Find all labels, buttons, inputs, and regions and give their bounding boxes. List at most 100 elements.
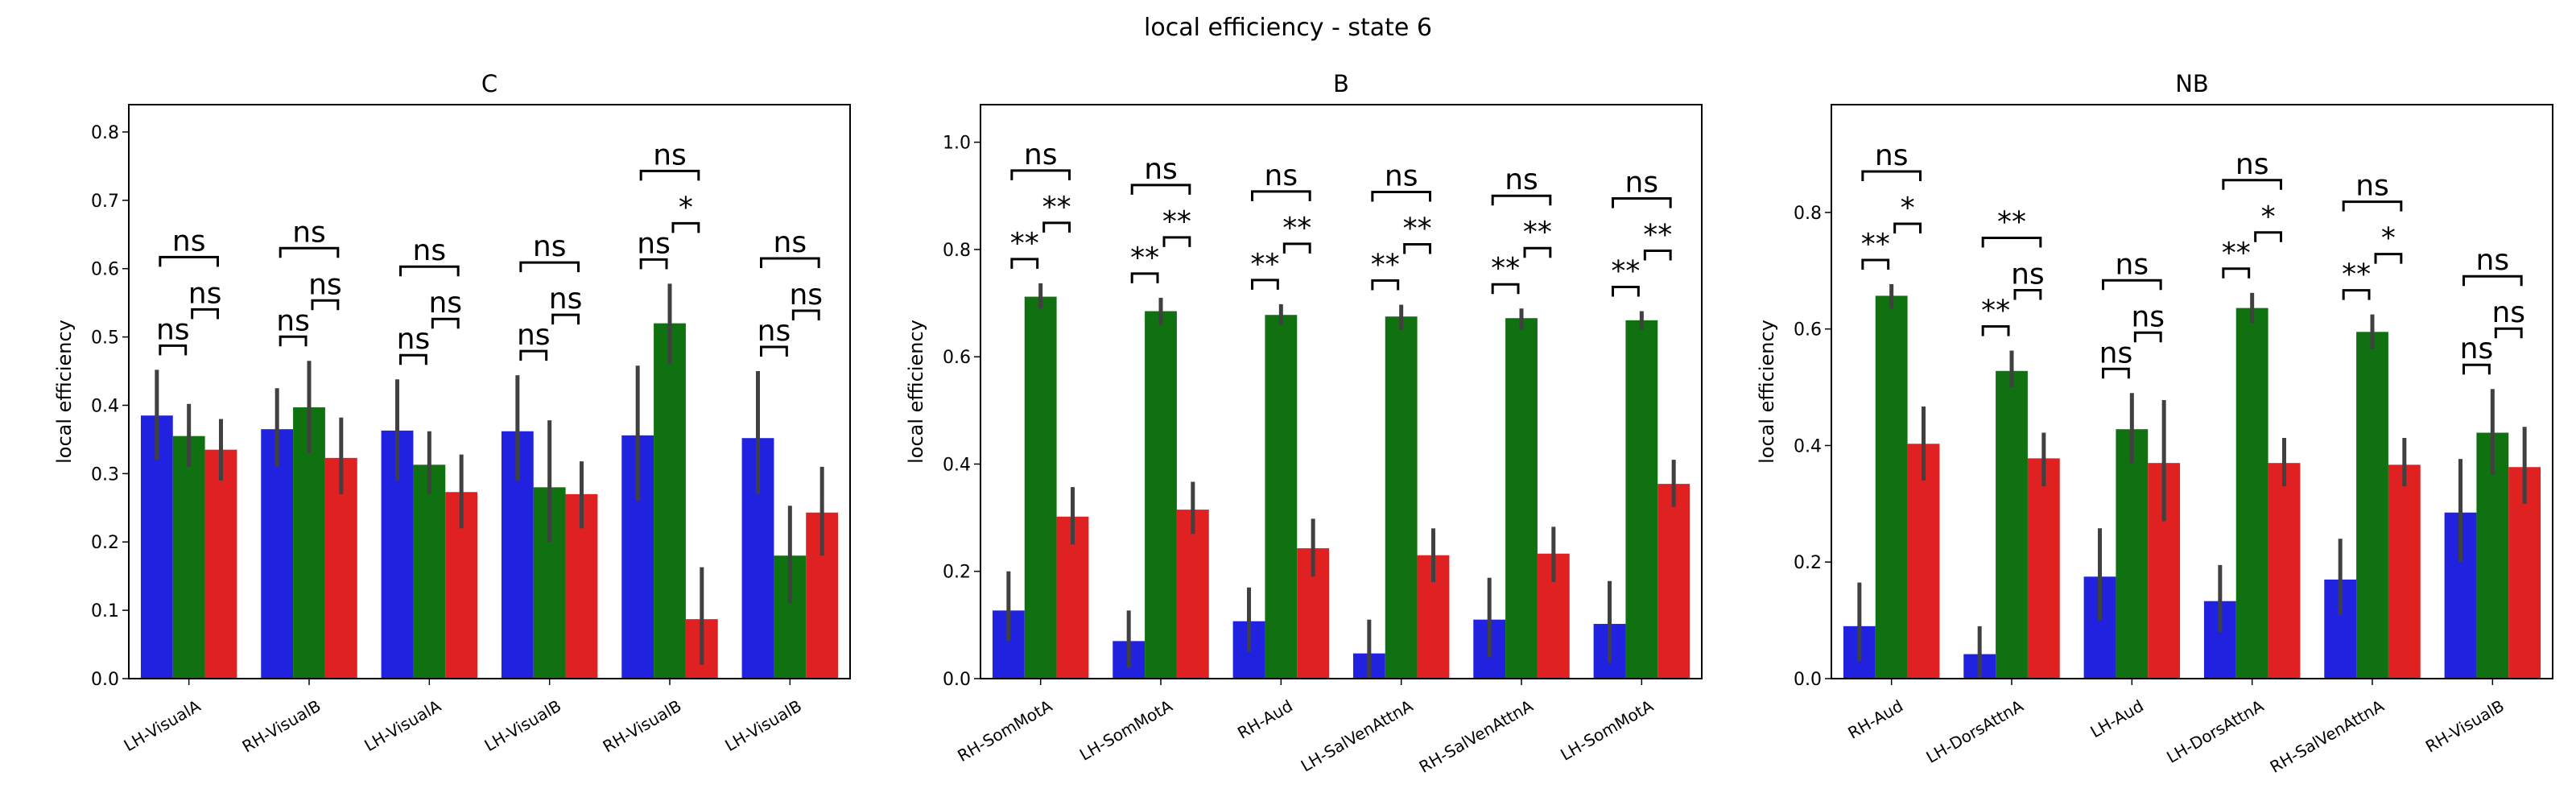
y-tick-label: 0.8 [1794,204,1822,224]
x-tick-label: LH-VisualB [481,696,565,756]
significance-label: ns [413,234,447,267]
significance-label: ** [1997,205,2026,238]
y-tick-label: 0.0 [1794,670,1822,690]
bar [1875,295,1908,679]
significance-bracket [2102,367,2130,379]
x-tick-label: RH-VisualB [2422,696,2508,757]
significance-label: ns [2116,248,2149,281]
significance-bracket [1643,250,1672,261]
significance-label: ** [1981,294,2010,327]
bar [1657,484,1690,679]
y-tick-label: 0.5 [91,328,119,349]
x-tick-label: RH-VisualB [239,696,324,757]
x-tick-label: LH-VisualA [361,696,444,755]
significance-bracket [159,344,188,356]
significance-label: ns [1144,153,1178,186]
significance-bracket [2133,331,2162,343]
significance-label: ns [2460,332,2494,365]
significance-label: ns [1625,167,1659,200]
significance-bracket [639,169,700,181]
bar [324,457,357,679]
significance-bracket [311,299,340,311]
chart-title: NB [2175,70,2209,97]
significance-bracket [1981,236,2042,248]
significance-bracket [1282,242,1311,254]
y-tick-label: 0.8 [91,123,119,143]
significance-label: ns [1385,160,1418,193]
x-tick-label: LH-DorsAttnA [2163,696,2267,766]
significance-bracket [1042,221,1071,233]
significance-label: ns [1265,159,1298,192]
chart-panel-3: NB local efficiency 0.0 0.2 0.4 0.6 0.8 RH-Aud L… [1756,70,2553,777]
bar [1024,296,1057,679]
axes-frame [128,104,851,679]
significance-label: ns [188,277,222,310]
axes-frame [1831,104,2553,679]
significance-bracket [1010,258,1039,269]
significance-label: ns [2355,170,2389,203]
bar [1505,318,1538,679]
significance-label: * [2381,222,2396,255]
x-tick-label: LH-Aud [2087,696,2146,742]
bar [172,436,205,679]
significance-label: ** [1523,216,1552,249]
significance-bracket [519,349,548,361]
significance-bracket [1130,272,1159,283]
significance-label: ** [1611,255,1640,288]
significance-bracket [2342,200,2403,212]
significance-label: ** [2342,258,2371,291]
significance-label: ns [2011,258,2045,291]
significance-bracket [639,258,668,270]
bar [1265,315,1298,679]
significance-label: ns [1505,163,1538,196]
y-tick-label: 0.2 [1794,553,1822,573]
significance-label: ns [758,315,791,348]
significance-label: ns [397,323,431,356]
significance-bracket [791,309,820,321]
significance-label: ns [156,313,190,346]
y-tick-label: 0.3 [91,464,119,485]
significance-bracket [1491,283,1520,295]
significance-bracket [2462,363,2491,375]
bar [1996,370,2028,679]
x-tick-label: LH-VisualA [121,696,204,755]
significance-label: ns [549,283,583,316]
bar [2268,463,2301,679]
significance-label: ns [2476,244,2510,277]
significance-label: ** [1250,248,1279,281]
y-tick-label: 0.6 [1794,320,1822,341]
axes-frame [980,104,1703,679]
x-tick-label: RH-SomMotA [954,696,1055,766]
chart-title: C [481,70,497,97]
significance-bracket [1130,184,1191,195]
y-tick-label: 0.6 [943,348,971,368]
significance-bracket [2462,275,2523,287]
significance-label: ** [1130,242,1159,275]
x-tick-label: LH-VisualB [721,696,805,756]
significance-label: ns [1024,138,1058,171]
significance-label: ns [172,225,206,258]
significance-label: * [2261,200,2276,233]
y-axis-label: local efficiency [905,320,927,464]
y-tick-label: 1.0 [943,134,971,154]
significance-label: ** [1282,212,1311,245]
bar [1625,320,1658,679]
significance-label: * [679,191,693,224]
y-axis-label: local efficiency [53,320,76,464]
significance-bracket [279,246,340,258]
bar [1385,316,1418,679]
significance-label: ns [1875,139,1909,172]
chart-title: B [1333,70,1349,97]
significance-bracket [1981,324,2010,336]
bar [2116,429,2149,679]
significance-label: ** [1042,191,1071,224]
y-tick-label: 0.0 [91,670,119,690]
x-tick-label: LH-SalVenAttnA [1298,696,1417,775]
significance-label: ** [1643,219,1672,252]
significance-bracket [1491,194,1552,206]
significance-bracket [1162,236,1191,247]
significance-label: ns [517,319,551,352]
